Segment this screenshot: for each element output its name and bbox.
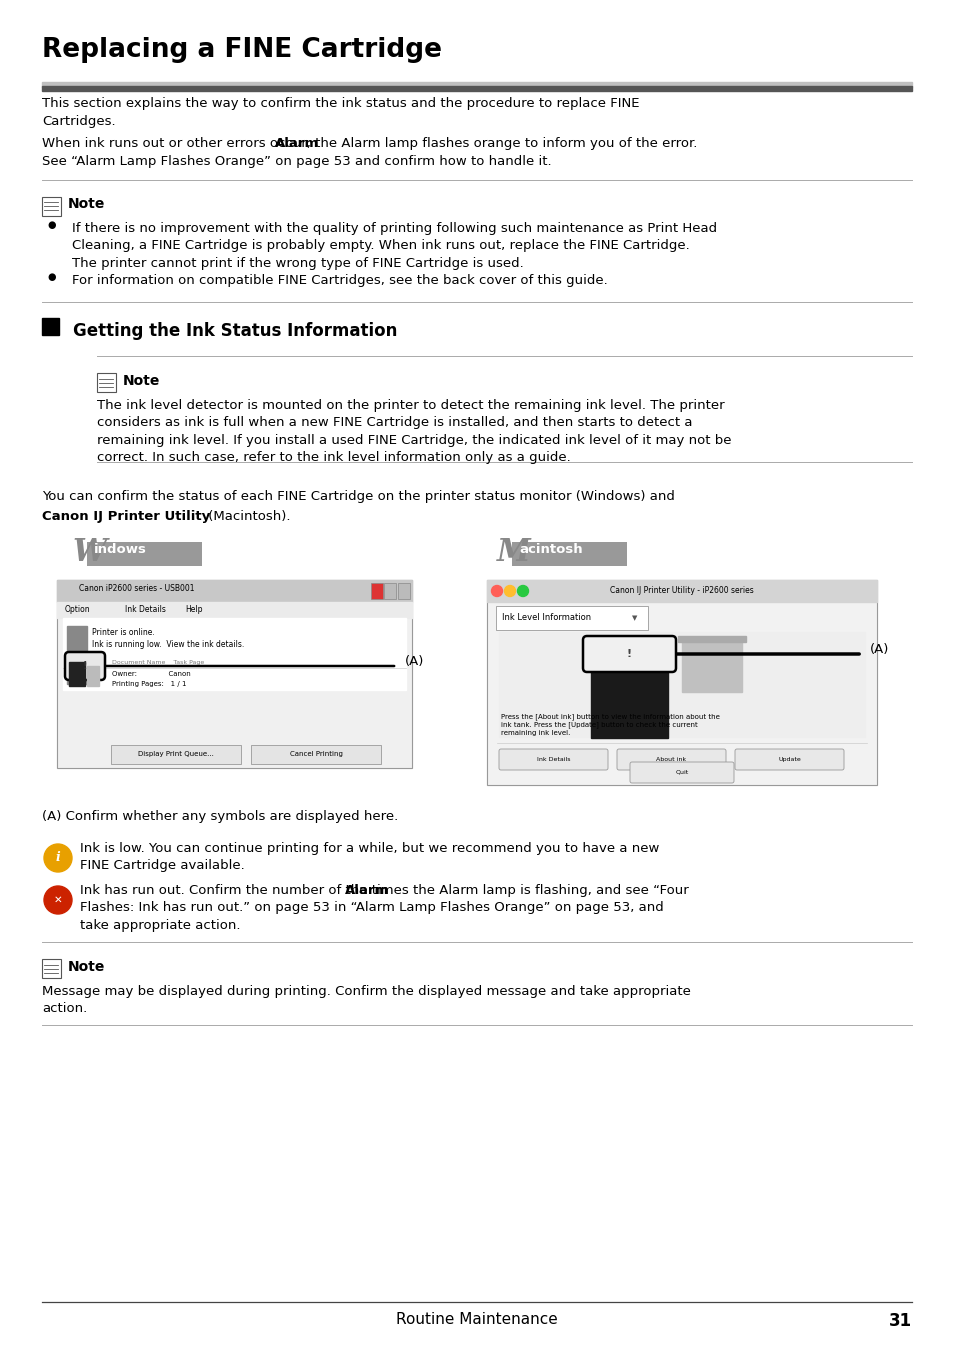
FancyBboxPatch shape bbox=[734, 749, 843, 771]
Bar bbox=[67, 626, 87, 684]
FancyBboxPatch shape bbox=[496, 606, 647, 630]
Bar bbox=[42, 318, 59, 335]
Text: Cancel Printing: Cancel Printing bbox=[290, 752, 342, 757]
Text: i: i bbox=[55, 850, 60, 864]
Text: Owner:              Canon: Owner: Canon bbox=[112, 671, 191, 677]
Text: Routine Maintenance: Routine Maintenance bbox=[395, 1311, 558, 1328]
Text: You can confirm the status of each FINE Cartridge on the printer status monitor : You can confirm the status of each FINE … bbox=[42, 489, 674, 503]
Text: ▼: ▼ bbox=[631, 615, 637, 621]
Circle shape bbox=[44, 886, 71, 914]
Text: (A): (A) bbox=[405, 656, 424, 668]
Text: indows: indows bbox=[94, 544, 147, 557]
Bar bbox=[42, 82, 911, 87]
Circle shape bbox=[517, 585, 528, 596]
Text: Ink has run out. Confirm the number of the times the Alarm lamp is flashing, and: Ink has run out. Confirm the number of t… bbox=[80, 884, 688, 932]
Bar bbox=[486, 580, 876, 786]
Circle shape bbox=[44, 844, 71, 872]
Text: Canon IJ Printer Utility: Canon IJ Printer Utility bbox=[42, 510, 210, 523]
Text: Alarm: Alarm bbox=[345, 884, 389, 896]
FancyBboxPatch shape bbox=[617, 749, 725, 771]
Text: This section explains the way to confirm the ink status and the procedure to rep: This section explains the way to confirm… bbox=[42, 97, 639, 127]
Text: When ink runs out or other errors occur, the Alarm lamp flashes orange to inform: When ink runs out or other errors occur,… bbox=[42, 137, 697, 168]
Bar bbox=[57, 580, 412, 768]
Text: Canon iP2600 series - USB001: Canon iP2600 series - USB001 bbox=[79, 584, 194, 594]
FancyBboxPatch shape bbox=[370, 583, 382, 599]
Text: Note: Note bbox=[68, 197, 105, 211]
Text: Update: Update bbox=[778, 757, 800, 763]
Text: Option: Option bbox=[65, 606, 91, 615]
Bar bbox=[486, 580, 876, 786]
Text: !: ! bbox=[83, 661, 87, 671]
FancyBboxPatch shape bbox=[96, 373, 115, 392]
Bar bbox=[486, 580, 876, 602]
Bar bbox=[63, 618, 406, 690]
Text: Ink Details: Ink Details bbox=[125, 606, 166, 615]
Text: Ink Level Information: Ink Level Information bbox=[501, 614, 591, 622]
FancyBboxPatch shape bbox=[512, 542, 626, 566]
Bar bbox=[57, 580, 412, 768]
Text: Alarm: Alarm bbox=[274, 137, 319, 150]
Text: The ink level detector is mounted on the printer to detect the remaining ink lev: The ink level detector is mounted on the… bbox=[97, 399, 731, 465]
FancyBboxPatch shape bbox=[384, 583, 395, 599]
Text: Display Print Queue...: Display Print Queue... bbox=[138, 752, 213, 757]
FancyBboxPatch shape bbox=[65, 652, 105, 680]
FancyBboxPatch shape bbox=[42, 960, 60, 979]
Bar bbox=[42, 87, 911, 91]
Text: ●: ● bbox=[48, 220, 56, 230]
Text: (Macintosh).: (Macintosh). bbox=[204, 510, 291, 523]
Bar bbox=[678, 635, 745, 642]
Bar bbox=[57, 602, 412, 618]
Text: 31: 31 bbox=[888, 1311, 911, 1330]
Text: Getting the Ink Status Information: Getting the Ink Status Information bbox=[73, 322, 397, 339]
Text: About ink: About ink bbox=[656, 757, 686, 763]
Text: Printer is online.: Printer is online. bbox=[91, 627, 154, 637]
Text: acintosh: acintosh bbox=[518, 544, 582, 557]
Circle shape bbox=[491, 585, 502, 596]
Bar bbox=[590, 668, 667, 738]
Text: Message may be displayed during printing. Confirm the displayed message and take: Message may be displayed during printing… bbox=[42, 986, 690, 1015]
Text: !: ! bbox=[626, 649, 632, 658]
Bar bbox=[681, 642, 741, 692]
FancyBboxPatch shape bbox=[582, 635, 676, 672]
Text: Help: Help bbox=[185, 606, 202, 615]
Text: Press the [About ink] button to view the information about the
ink tank. Press t: Press the [About ink] button to view the… bbox=[500, 713, 720, 735]
Bar bbox=[69, 662, 85, 685]
FancyBboxPatch shape bbox=[251, 745, 380, 764]
Text: ✕: ✕ bbox=[53, 895, 62, 904]
FancyBboxPatch shape bbox=[397, 583, 409, 599]
Text: Replacing a FINE Cartridge: Replacing a FINE Cartridge bbox=[42, 37, 441, 64]
Text: If there is no improvement with the quality of printing following such maintenan: If there is no improvement with the qual… bbox=[71, 222, 717, 270]
Text: Canon IJ Printer Utility - iP2600 series: Canon IJ Printer Utility - iP2600 series bbox=[610, 587, 753, 595]
Text: Quit: Quit bbox=[675, 771, 688, 775]
Text: Note: Note bbox=[123, 375, 160, 388]
FancyBboxPatch shape bbox=[87, 542, 202, 566]
FancyBboxPatch shape bbox=[111, 745, 241, 764]
Text: Note: Note bbox=[68, 960, 105, 973]
Bar bbox=[498, 631, 864, 737]
Text: Ink is running low.  View the ink details.: Ink is running low. View the ink details… bbox=[91, 639, 244, 649]
Text: Printing Pages:   1 / 1: Printing Pages: 1 / 1 bbox=[112, 681, 186, 687]
Circle shape bbox=[504, 585, 515, 596]
FancyBboxPatch shape bbox=[629, 763, 733, 783]
Text: W: W bbox=[71, 537, 106, 568]
FancyBboxPatch shape bbox=[42, 196, 60, 215]
Text: For information on compatible FINE Cartridges, see the back cover of this guide.: For information on compatible FINE Cartr… bbox=[71, 274, 607, 287]
Bar bbox=[57, 580, 412, 602]
Bar bbox=[87, 667, 99, 685]
FancyBboxPatch shape bbox=[498, 749, 607, 771]
Text: ●: ● bbox=[48, 272, 56, 283]
Text: Ink Details: Ink Details bbox=[537, 757, 570, 763]
Text: M: M bbox=[497, 537, 530, 568]
Text: (A) Confirm whether any symbols are displayed here.: (A) Confirm whether any symbols are disp… bbox=[42, 810, 397, 823]
Text: (A): (A) bbox=[869, 644, 888, 657]
Text: Ink is low. You can continue printing for a while, but we recommend you to have : Ink is low. You can continue printing fo… bbox=[80, 842, 659, 872]
Text: Document Name    Task Page: Document Name Task Page bbox=[112, 660, 204, 665]
